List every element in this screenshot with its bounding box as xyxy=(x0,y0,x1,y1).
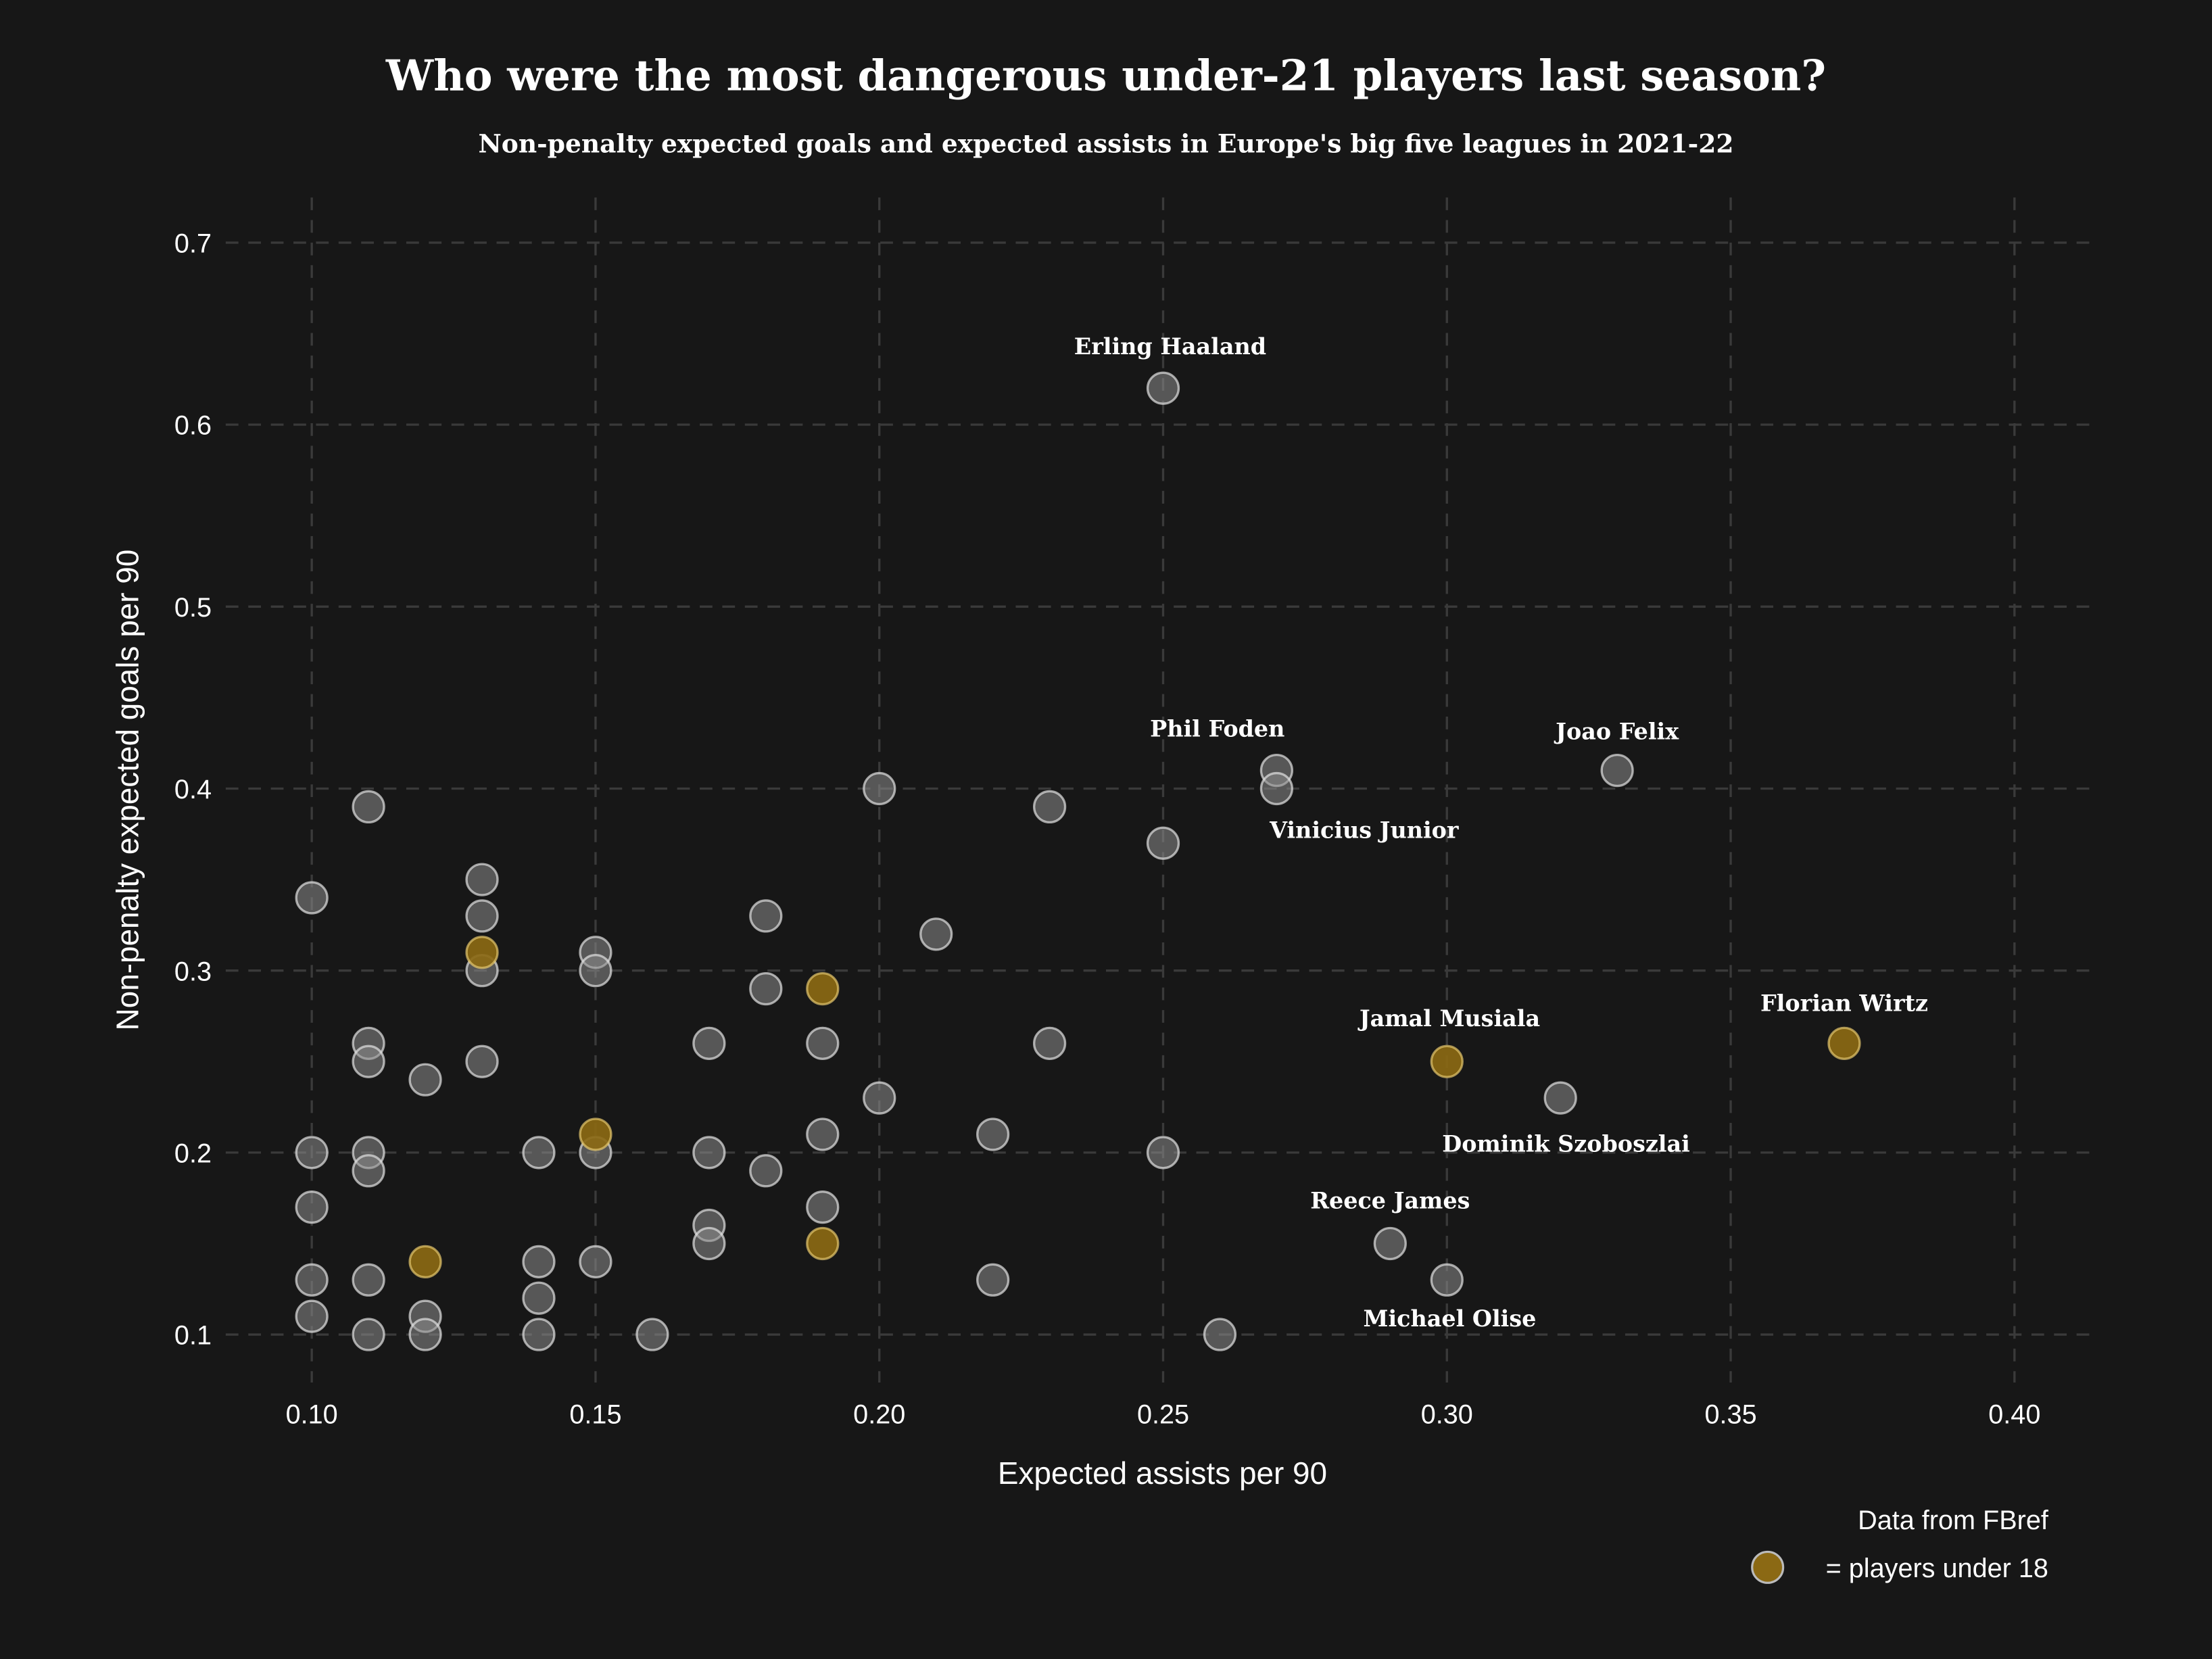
point xyxy=(863,771,896,806)
point xyxy=(352,1044,385,1078)
point xyxy=(1203,1318,1237,1351)
point-label: Dominik Szoboszlai xyxy=(1442,1130,1690,1157)
point xyxy=(1373,1226,1407,1261)
y-tick-label: 0.3 xyxy=(174,957,212,986)
chart-subtitle: Non-penalty expected goals and expected … xyxy=(478,128,1733,158)
x-axis-ticks: 0.10 0.15 0.20 0.25 0.30 0.35 0.40 xyxy=(286,1400,2041,1430)
point-under18 xyxy=(1430,1044,1464,1078)
point xyxy=(1543,1081,1577,1115)
point xyxy=(635,1318,669,1351)
x-tick-label: 0.25 xyxy=(1137,1400,1189,1430)
point-under18 xyxy=(465,936,499,969)
point xyxy=(295,1136,329,1170)
y-tick-label: 0.6 xyxy=(174,411,212,441)
y-tick-label: 0.5 xyxy=(174,593,212,623)
point xyxy=(1032,1026,1067,1060)
point xyxy=(749,971,783,1006)
point xyxy=(863,1081,896,1115)
point-under18 xyxy=(579,1117,612,1151)
point xyxy=(1600,753,1634,788)
y-tick-label: 0.7 xyxy=(174,229,212,259)
point xyxy=(692,1026,726,1060)
point xyxy=(749,1154,783,1188)
point xyxy=(976,1117,1010,1151)
x-axis-label: Expected assists per 90 xyxy=(998,1456,1327,1491)
point-label: Phil Foden xyxy=(1150,715,1284,742)
point xyxy=(919,917,953,951)
point xyxy=(408,1318,442,1351)
point xyxy=(522,1136,556,1170)
y-tick-label: 0.1 xyxy=(174,1321,212,1351)
x-tick-label: 0.30 xyxy=(1421,1400,1473,1430)
point-label: Erling Haaland xyxy=(1074,333,1266,360)
point xyxy=(1430,1263,1464,1297)
point xyxy=(408,1063,442,1097)
x-tick-label: 0.10 xyxy=(286,1400,338,1430)
legend-label: = players under 18 xyxy=(1826,1554,2048,1583)
legend-under18-swatch xyxy=(1751,1550,1785,1584)
point xyxy=(806,1190,840,1224)
y-axis-ticks: 0.1 0.2 0.3 0.4 0.5 0.6 0.7 xyxy=(174,229,212,1351)
point xyxy=(1146,1136,1180,1170)
point xyxy=(806,1117,840,1151)
chart-title: Who were the most dangerous under-21 pla… xyxy=(385,51,1826,101)
point-under18 xyxy=(408,1245,442,1278)
point xyxy=(352,1318,385,1351)
y-tick-label: 0.2 xyxy=(174,1138,212,1168)
point xyxy=(465,899,499,933)
point-label: Vinicius Junior xyxy=(1269,817,1459,844)
point xyxy=(522,1281,556,1315)
point xyxy=(522,1245,556,1278)
point xyxy=(295,1190,329,1224)
point xyxy=(749,899,783,933)
point xyxy=(465,1044,499,1078)
point xyxy=(692,1136,726,1170)
point-label: Joao Felix xyxy=(1554,719,1679,745)
point-label: Reece James xyxy=(1310,1187,1470,1213)
point-label: Michael Olise xyxy=(1364,1305,1537,1332)
point-under18 xyxy=(806,1226,840,1261)
source-note: Data from FBref xyxy=(1858,1506,2049,1535)
point xyxy=(522,1318,556,1351)
x-tick-label: 0.15 xyxy=(569,1400,621,1430)
point-label: Jamal Musiala xyxy=(1357,1005,1540,1032)
point xyxy=(976,1263,1010,1297)
point xyxy=(1032,790,1067,824)
point xyxy=(806,1026,840,1060)
points xyxy=(295,371,1861,1351)
point xyxy=(352,1263,385,1297)
point-labels: Erling Haaland Phil Foden Vinicius Junior J… xyxy=(1074,333,1928,1332)
point xyxy=(1146,371,1180,405)
point xyxy=(295,1299,329,1333)
x-tick-label: 0.20 xyxy=(853,1400,905,1430)
point xyxy=(1146,826,1180,860)
point xyxy=(465,863,499,896)
point xyxy=(692,1226,726,1261)
point xyxy=(579,1245,612,1278)
point xyxy=(295,881,329,915)
x-tick-label: 0.35 xyxy=(1704,1400,1756,1430)
x-tick-label: 0.40 xyxy=(1988,1400,2040,1430)
point xyxy=(352,790,385,824)
point xyxy=(1259,771,1294,806)
point-under18 xyxy=(1827,1026,1861,1060)
y-axis-label: Non-penalty expected goals per 90 xyxy=(110,550,145,1031)
point-under18 xyxy=(806,971,840,1006)
point xyxy=(352,1154,385,1188)
point-label: Florian Wirtz xyxy=(1760,990,1928,1016)
point xyxy=(579,954,612,988)
point xyxy=(295,1263,329,1297)
y-tick-label: 0.4 xyxy=(174,775,212,804)
